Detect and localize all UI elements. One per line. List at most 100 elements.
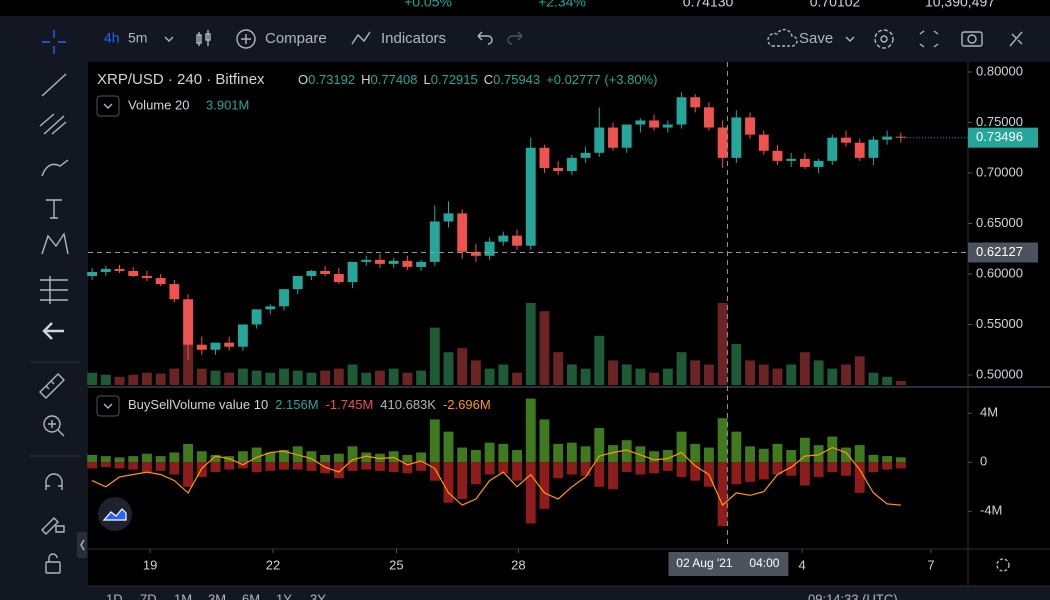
bottom-bar-item[interactable]: 3M bbox=[208, 591, 226, 600]
bottom-bar-item[interactable]: 6M bbox=[242, 591, 260, 600]
logo bbox=[102, 508, 127, 521]
ticker-value: +0.05% bbox=[404, 0, 452, 10]
volume-bar bbox=[580, 368, 591, 385]
chart-type-icon[interactable] bbox=[196, 30, 211, 46]
pattern-tool[interactable] bbox=[41, 232, 69, 255]
dropdown-icon[interactable] bbox=[164, 36, 174, 42]
unlock-tool[interactable] bbox=[45, 561, 61, 574]
text-tool[interactable] bbox=[46, 199, 62, 219]
save-button[interactable]: Save bbox=[799, 30, 833, 47]
volume-legend-value: 3.901M bbox=[206, 97, 249, 112]
indicator-bar bbox=[429, 462, 440, 481]
cloud-icon[interactable] bbox=[767, 28, 798, 47]
candle-body bbox=[841, 137, 851, 143]
fullscreen-icon[interactable] bbox=[919, 30, 939, 48]
volume-bar bbox=[265, 372, 276, 385]
indicator-bar bbox=[854, 445, 865, 463]
volume-bar bbox=[142, 372, 152, 385]
indicator-bar bbox=[100, 462, 111, 468]
candle-body bbox=[731, 117, 742, 158]
volume-bar bbox=[882, 376, 893, 385]
y-tick-label: 0.65000 bbox=[976, 215, 1023, 230]
indicator-bar bbox=[813, 462, 824, 477]
volume-bar bbox=[813, 360, 824, 385]
settings-icon bbox=[880, 35, 888, 43]
trend-line-tool[interactable] bbox=[41, 73, 67, 97]
legend-toggle[interactable] bbox=[96, 395, 120, 417]
bottom-bar-item[interactable]: 1Y bbox=[276, 591, 292, 600]
compare-button[interactable]: Compare bbox=[265, 30, 327, 47]
compare-icon[interactable] bbox=[236, 29, 256, 49]
lock-drawings-tool[interactable] bbox=[41, 517, 65, 535]
indicator-bar bbox=[251, 447, 262, 463]
bottom-bar-item[interactable]: 3Y bbox=[310, 591, 326, 600]
indicator-bar bbox=[306, 451, 317, 463]
volume-bar bbox=[704, 364, 714, 385]
dropdown-icon[interactable] bbox=[845, 36, 855, 42]
logo[interactable] bbox=[98, 497, 132, 531]
bottom-bar-item[interactable]: 1D bbox=[106, 591, 123, 600]
candle-body bbox=[580, 152, 591, 158]
indicator-bar bbox=[553, 443, 564, 463]
candle-body bbox=[237, 324, 248, 347]
brush-tool[interactable] bbox=[41, 159, 69, 177]
bottom-bar-item[interactable]: 1M bbox=[174, 591, 192, 600]
indicator-bar bbox=[662, 450, 673, 463]
candle-body bbox=[279, 289, 289, 307]
undo-icon[interactable] bbox=[477, 31, 493, 45]
volume-bar bbox=[333, 368, 344, 385]
bottom-bar-item[interactable]: 09:14:33 (UTC) bbox=[808, 591, 898, 600]
indicator-bar bbox=[347, 462, 358, 471]
fib-tool[interactable] bbox=[39, 113, 67, 135]
last-price-label: 0.73496 bbox=[976, 129, 1023, 144]
indicator-bar bbox=[224, 462, 235, 470]
snapshot-icon[interactable] bbox=[961, 31, 983, 47]
indicator-bar bbox=[498, 462, 509, 474]
forecast-tool[interactable] bbox=[40, 276, 68, 304]
indicator-bar bbox=[813, 445, 824, 463]
volume-bar bbox=[210, 370, 221, 385]
interval-button[interactable]: 5m bbox=[128, 30, 147, 46]
ohlc-legend: O0.73192 H0.77408 L0.72915 C0.75943 +0.02777… bbox=[298, 72, 657, 87]
legend-toggle[interactable] bbox=[96, 95, 120, 117]
back-tool[interactable] bbox=[42, 322, 64, 340]
crosshair-tool[interactable] bbox=[42, 30, 66, 54]
zoom-tool[interactable] bbox=[43, 415, 61, 433]
candle-body bbox=[539, 147, 550, 168]
indicator-bar bbox=[895, 462, 906, 469]
ruler-tool[interactable] bbox=[39, 373, 65, 399]
candle-body bbox=[375, 259, 385, 264]
indicators-icon[interactable] bbox=[351, 31, 371, 45]
bottom-bar-item[interactable]: 7D bbox=[140, 591, 157, 600]
volume-bar bbox=[429, 327, 440, 385]
indicators-button[interactable]: Indicators bbox=[381, 30, 446, 47]
settings-icon[interactable] bbox=[874, 29, 894, 49]
indicator-bar bbox=[525, 462, 536, 524]
redo-icon[interactable] bbox=[507, 31, 523, 45]
volume-bar bbox=[375, 370, 385, 385]
volume-bar bbox=[566, 364, 577, 385]
indicator-bar bbox=[882, 456, 893, 463]
interval-button[interactable]: 4h bbox=[104, 30, 120, 46]
indicator-bar bbox=[512, 462, 522, 481]
volume-bar bbox=[292, 370, 303, 385]
candle-body bbox=[457, 213, 468, 252]
volume-bar bbox=[786, 364, 797, 385]
collapse-handle[interactable] bbox=[77, 532, 87, 558]
magnet-tool[interactable] bbox=[45, 473, 63, 490]
x-tick-label: 28 bbox=[511, 557, 525, 572]
publish-icon[interactable] bbox=[1009, 31, 1023, 47]
x-tick-label: 22 bbox=[266, 557, 280, 572]
volume-bar bbox=[237, 368, 248, 385]
volume-bar bbox=[827, 368, 838, 385]
volume-bar bbox=[347, 364, 358, 385]
candle-body bbox=[786, 158, 797, 161]
candle-body bbox=[827, 137, 838, 161]
axis-settings-icon[interactable] bbox=[996, 558, 1010, 572]
candle-body bbox=[251, 309, 262, 325]
volume-bar bbox=[731, 344, 742, 385]
indicator-bar bbox=[443, 431, 454, 463]
top-toolbar bbox=[0, 16, 1050, 62]
ohlc-label: O bbox=[298, 72, 308, 87]
